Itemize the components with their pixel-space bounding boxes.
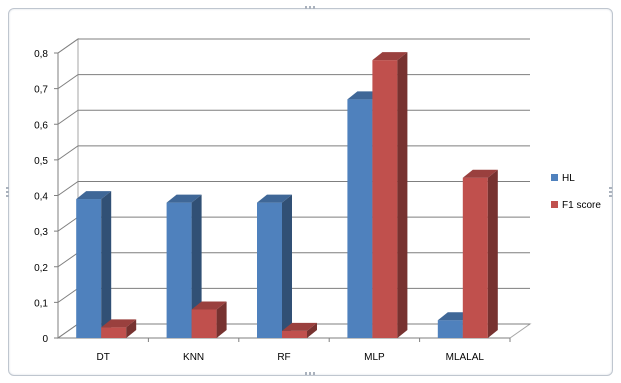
bottom-resize-handle[interactable] [305, 372, 317, 375]
bar-side [126, 319, 137, 338]
x-tick-label: DT [97, 352, 110, 363]
y-tick-label: 0,7 [34, 85, 48, 96]
bars [76, 52, 498, 338]
bar [372, 52, 408, 338]
bar [191, 301, 227, 338]
bar-front [191, 309, 217, 338]
bar-front [166, 202, 192, 338]
bar-side [282, 194, 292, 338]
x-tick-label: MLALAL [446, 352, 485, 363]
bar-top [372, 52, 408, 61]
bar [166, 194, 202, 338]
bar-side [216, 301, 227, 338]
right-resize-handle[interactable] [609, 185, 612, 197]
y-tick-label: 0 [42, 334, 48, 345]
x-tick-label: KNN [183, 352, 204, 363]
bar-side [191, 194, 202, 338]
bar-top [257, 194, 292, 203]
bar-front [347, 99, 373, 338]
bar [257, 194, 292, 338]
bar-side [487, 169, 498, 338]
bar-side [307, 322, 317, 338]
bar-top [101, 319, 137, 328]
bar [282, 322, 317, 338]
y-tick-label: 0,5 [34, 156, 48, 167]
legend: HL F1 score [551, 173, 601, 211]
bar-front [76, 199, 102, 338]
top-resize-handle[interactable] [305, 6, 317, 9]
y-tick-label: 0,3 [34, 227, 48, 238]
x-tick-label: MLP [364, 352, 385, 363]
bar-top [282, 322, 317, 331]
left-resize-handle[interactable] [6, 185, 9, 197]
bar-front [372, 60, 398, 338]
legend-swatch [551, 201, 558, 208]
y-tick-label: 0,6 [34, 120, 48, 131]
bar-top [166, 194, 202, 203]
bar-front [257, 202, 282, 338]
bar-top [462, 169, 498, 178]
y-tick-label: 0,4 [34, 192, 48, 203]
x-axis-ticks: DT KNN RF MLP MLALAL [97, 338, 511, 363]
bar [462, 169, 498, 338]
gridline [57, 38, 530, 54]
bar-side [397, 52, 408, 338]
bar-front [282, 330, 307, 338]
bar-top [191, 301, 227, 310]
y-tick-label: 0,2 [34, 263, 48, 274]
bar-top [76, 191, 112, 200]
bar-front [462, 177, 488, 338]
chart-walls [56, 38, 532, 339]
bar [101, 319, 137, 338]
bar-front [101, 327, 127, 338]
bar [76, 191, 112, 338]
legend-label: HL [562, 173, 575, 184]
x-tick-label: RF [277, 352, 290, 363]
legend-label: F1 score [562, 200, 601, 211]
y-tick-label: 0,8 [34, 49, 48, 60]
legend-swatch [551, 174, 558, 181]
y-tick-label: 0,1 [34, 298, 48, 309]
bar-front [437, 320, 463, 338]
bar-side [101, 191, 112, 338]
